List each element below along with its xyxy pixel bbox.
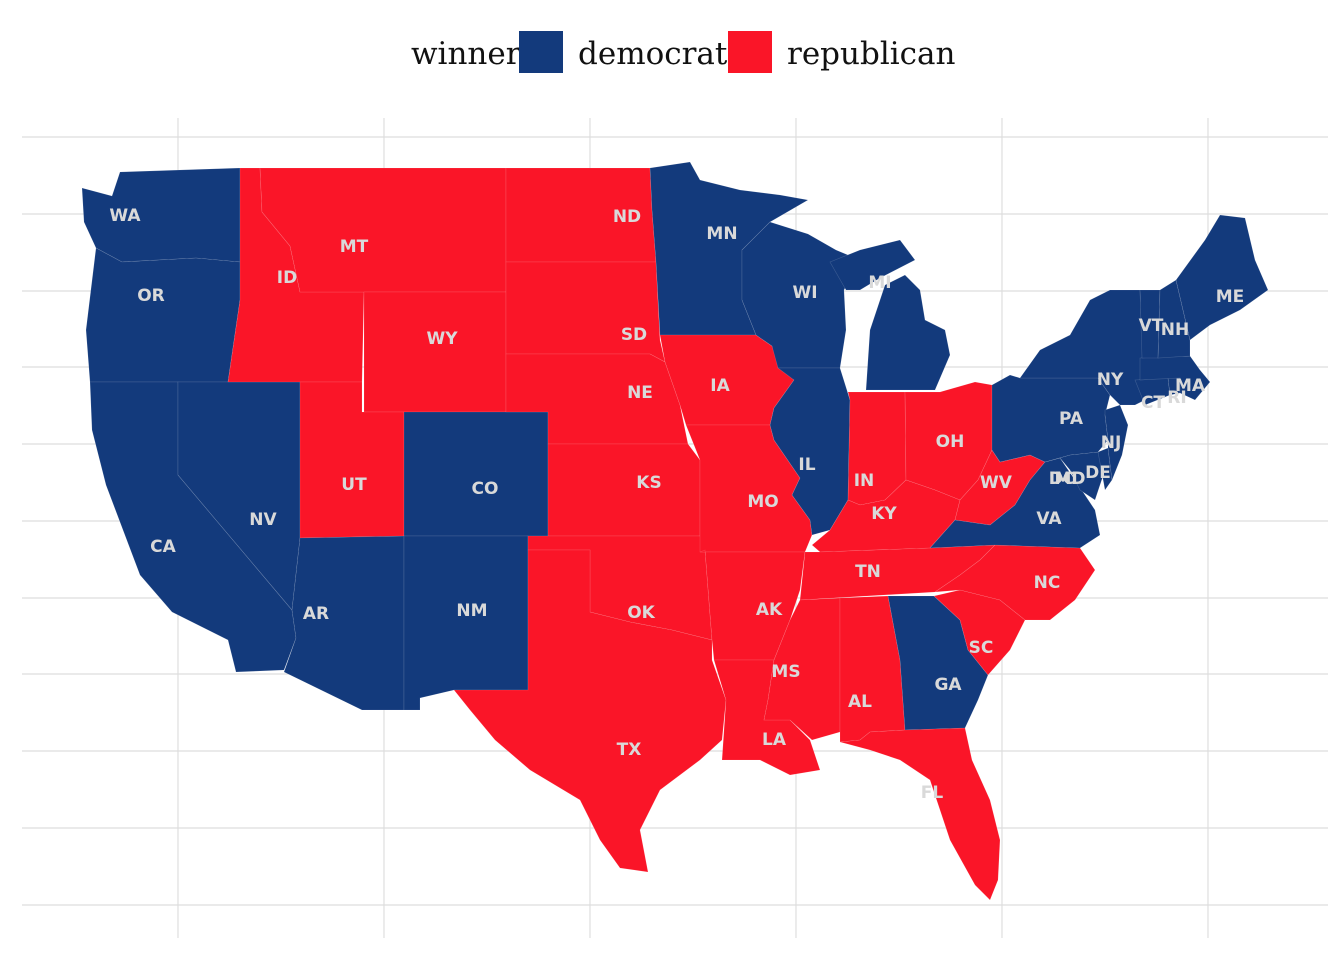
state-label-wa: WA xyxy=(109,206,141,226)
state-label-id: ID xyxy=(277,268,297,288)
state-label-ri: RI xyxy=(1167,388,1186,408)
state-fl xyxy=(839,727,1001,901)
state-label-me: ME xyxy=(1216,287,1245,307)
state-label-ks: KS xyxy=(636,473,661,493)
state-label-mo: MO xyxy=(747,492,778,512)
legend-label-republican: republican xyxy=(787,36,955,72)
state-label-va: VA xyxy=(1036,509,1062,529)
state-label-nv: NV xyxy=(249,510,277,530)
legend-label-democrat: democrat xyxy=(578,36,728,72)
state-label-ok: OK xyxy=(627,603,655,623)
legend-title: winner xyxy=(411,36,521,72)
state-label-fl: FL xyxy=(921,783,944,803)
state-label-tx: TX xyxy=(617,740,642,760)
state-ky xyxy=(811,479,961,553)
state-wy xyxy=(363,291,507,413)
legend-swatch-democrat xyxy=(519,31,563,73)
state-me xyxy=(1175,214,1269,341)
state-label-il: IL xyxy=(798,455,815,475)
state-label-mi: MI xyxy=(868,273,891,293)
state-pa xyxy=(991,374,1111,463)
state-labels: WA OR CA NV AR NM CO MN WI MI IL GA VA P… xyxy=(109,206,1244,803)
state-label-ky: KY xyxy=(871,504,897,524)
state-label-dc: DC xyxy=(1049,469,1076,489)
state-nc xyxy=(933,544,1096,621)
state-label-nd: ND xyxy=(613,207,641,227)
state-mi-up xyxy=(829,239,916,291)
state-ma xyxy=(1139,355,1211,401)
state-tx xyxy=(453,549,727,873)
state-label-la: LA xyxy=(762,730,787,750)
state-label-tn: TN xyxy=(855,562,881,582)
state-label-al: AL xyxy=(848,692,872,712)
state-sd xyxy=(505,261,666,363)
state-nj xyxy=(1104,404,1129,481)
state-la xyxy=(713,659,821,776)
states-layer xyxy=(81,161,1269,901)
state-label-ar: AR xyxy=(303,604,329,624)
state-label-ia: IA xyxy=(710,376,730,396)
state-label-sc: SC xyxy=(969,638,994,658)
state-label-oh: OH xyxy=(936,432,965,452)
state-label-nc: NC xyxy=(1034,573,1061,593)
state-label-ny: NY xyxy=(1097,370,1124,390)
state-label-ut: UT xyxy=(341,475,367,495)
state-label-ca: CA xyxy=(150,537,176,557)
state-ks xyxy=(547,443,701,537)
state-co xyxy=(403,411,549,537)
state-label-co: CO xyxy=(472,479,499,499)
legend-swatch-republican xyxy=(728,31,772,73)
state-md xyxy=(1044,451,1106,501)
state-label-pa: PA xyxy=(1059,409,1084,429)
state-label-wv: WV xyxy=(980,473,1013,493)
state-label-wi: WI xyxy=(792,283,817,303)
state-label-mn: MN xyxy=(706,224,737,244)
state-label-ct: CT xyxy=(1141,393,1165,413)
state-label-nj: NJ xyxy=(1101,433,1122,453)
state-label-ms: MS xyxy=(771,662,800,682)
legend: winner democrat republican xyxy=(411,31,955,73)
state-label-or: OR xyxy=(137,286,165,306)
state-wa xyxy=(81,167,241,263)
state-label-vt: VT xyxy=(1139,316,1164,336)
state-label-ne: NE xyxy=(627,383,653,403)
state-mi xyxy=(865,274,951,391)
state-label-ga: GA xyxy=(934,675,962,695)
state-label-sd: SD xyxy=(621,325,647,345)
state-or xyxy=(85,247,241,383)
state-label-md: MD xyxy=(1054,469,1085,489)
state-nh xyxy=(1157,279,1191,359)
state-label-ak: AK xyxy=(756,600,783,620)
state-label-nh: NH xyxy=(1161,320,1189,340)
state-label-mt: MT xyxy=(340,237,369,257)
state-wi xyxy=(741,221,861,369)
state-label-in: IN xyxy=(854,471,875,491)
state-label-de: DE xyxy=(1085,463,1111,483)
state-label-ma: MA xyxy=(1175,376,1206,396)
state-label-wy: WY xyxy=(426,329,458,349)
state-label-nm: NM xyxy=(456,601,487,621)
state-nm xyxy=(403,535,529,711)
